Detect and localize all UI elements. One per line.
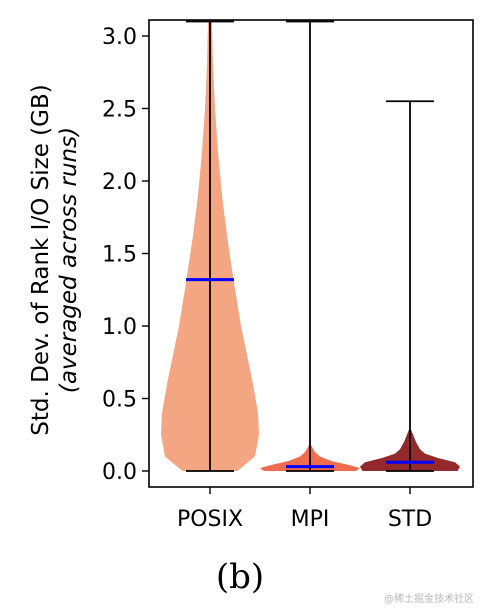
y-tick-label: 0.0 — [102, 460, 137, 485]
y-tick-label: 2.5 — [102, 98, 137, 123]
y-axis-label: Std. Dev. of Rank I/O Size (GB) — [28, 84, 54, 435]
y-tick-label: 1.5 — [102, 243, 137, 268]
watermark: @稀土掘金技术社区 — [384, 592, 474, 605]
y-tick-label: 1.0 — [102, 315, 137, 340]
x-tick-label: POSIX — [177, 507, 243, 532]
figure-caption: (b) — [216, 557, 264, 597]
violin-lines — [186, 20, 434, 472]
x-axis: POSIX MPI STD — [177, 487, 432, 532]
y-tick-label: 3.0 — [102, 25, 137, 50]
y-tick-label: 0.5 — [102, 388, 137, 413]
y-axis: 0.0 0.5 1.0 1.5 2.0 2.5 3.0 — [102, 25, 149, 485]
x-tick-label: STD — [388, 507, 432, 532]
y-tick-label: 2.0 — [102, 170, 137, 195]
x-tick-label: MPI — [291, 507, 330, 532]
y-axis-sublabel: (averaged across runs) — [56, 127, 82, 393]
